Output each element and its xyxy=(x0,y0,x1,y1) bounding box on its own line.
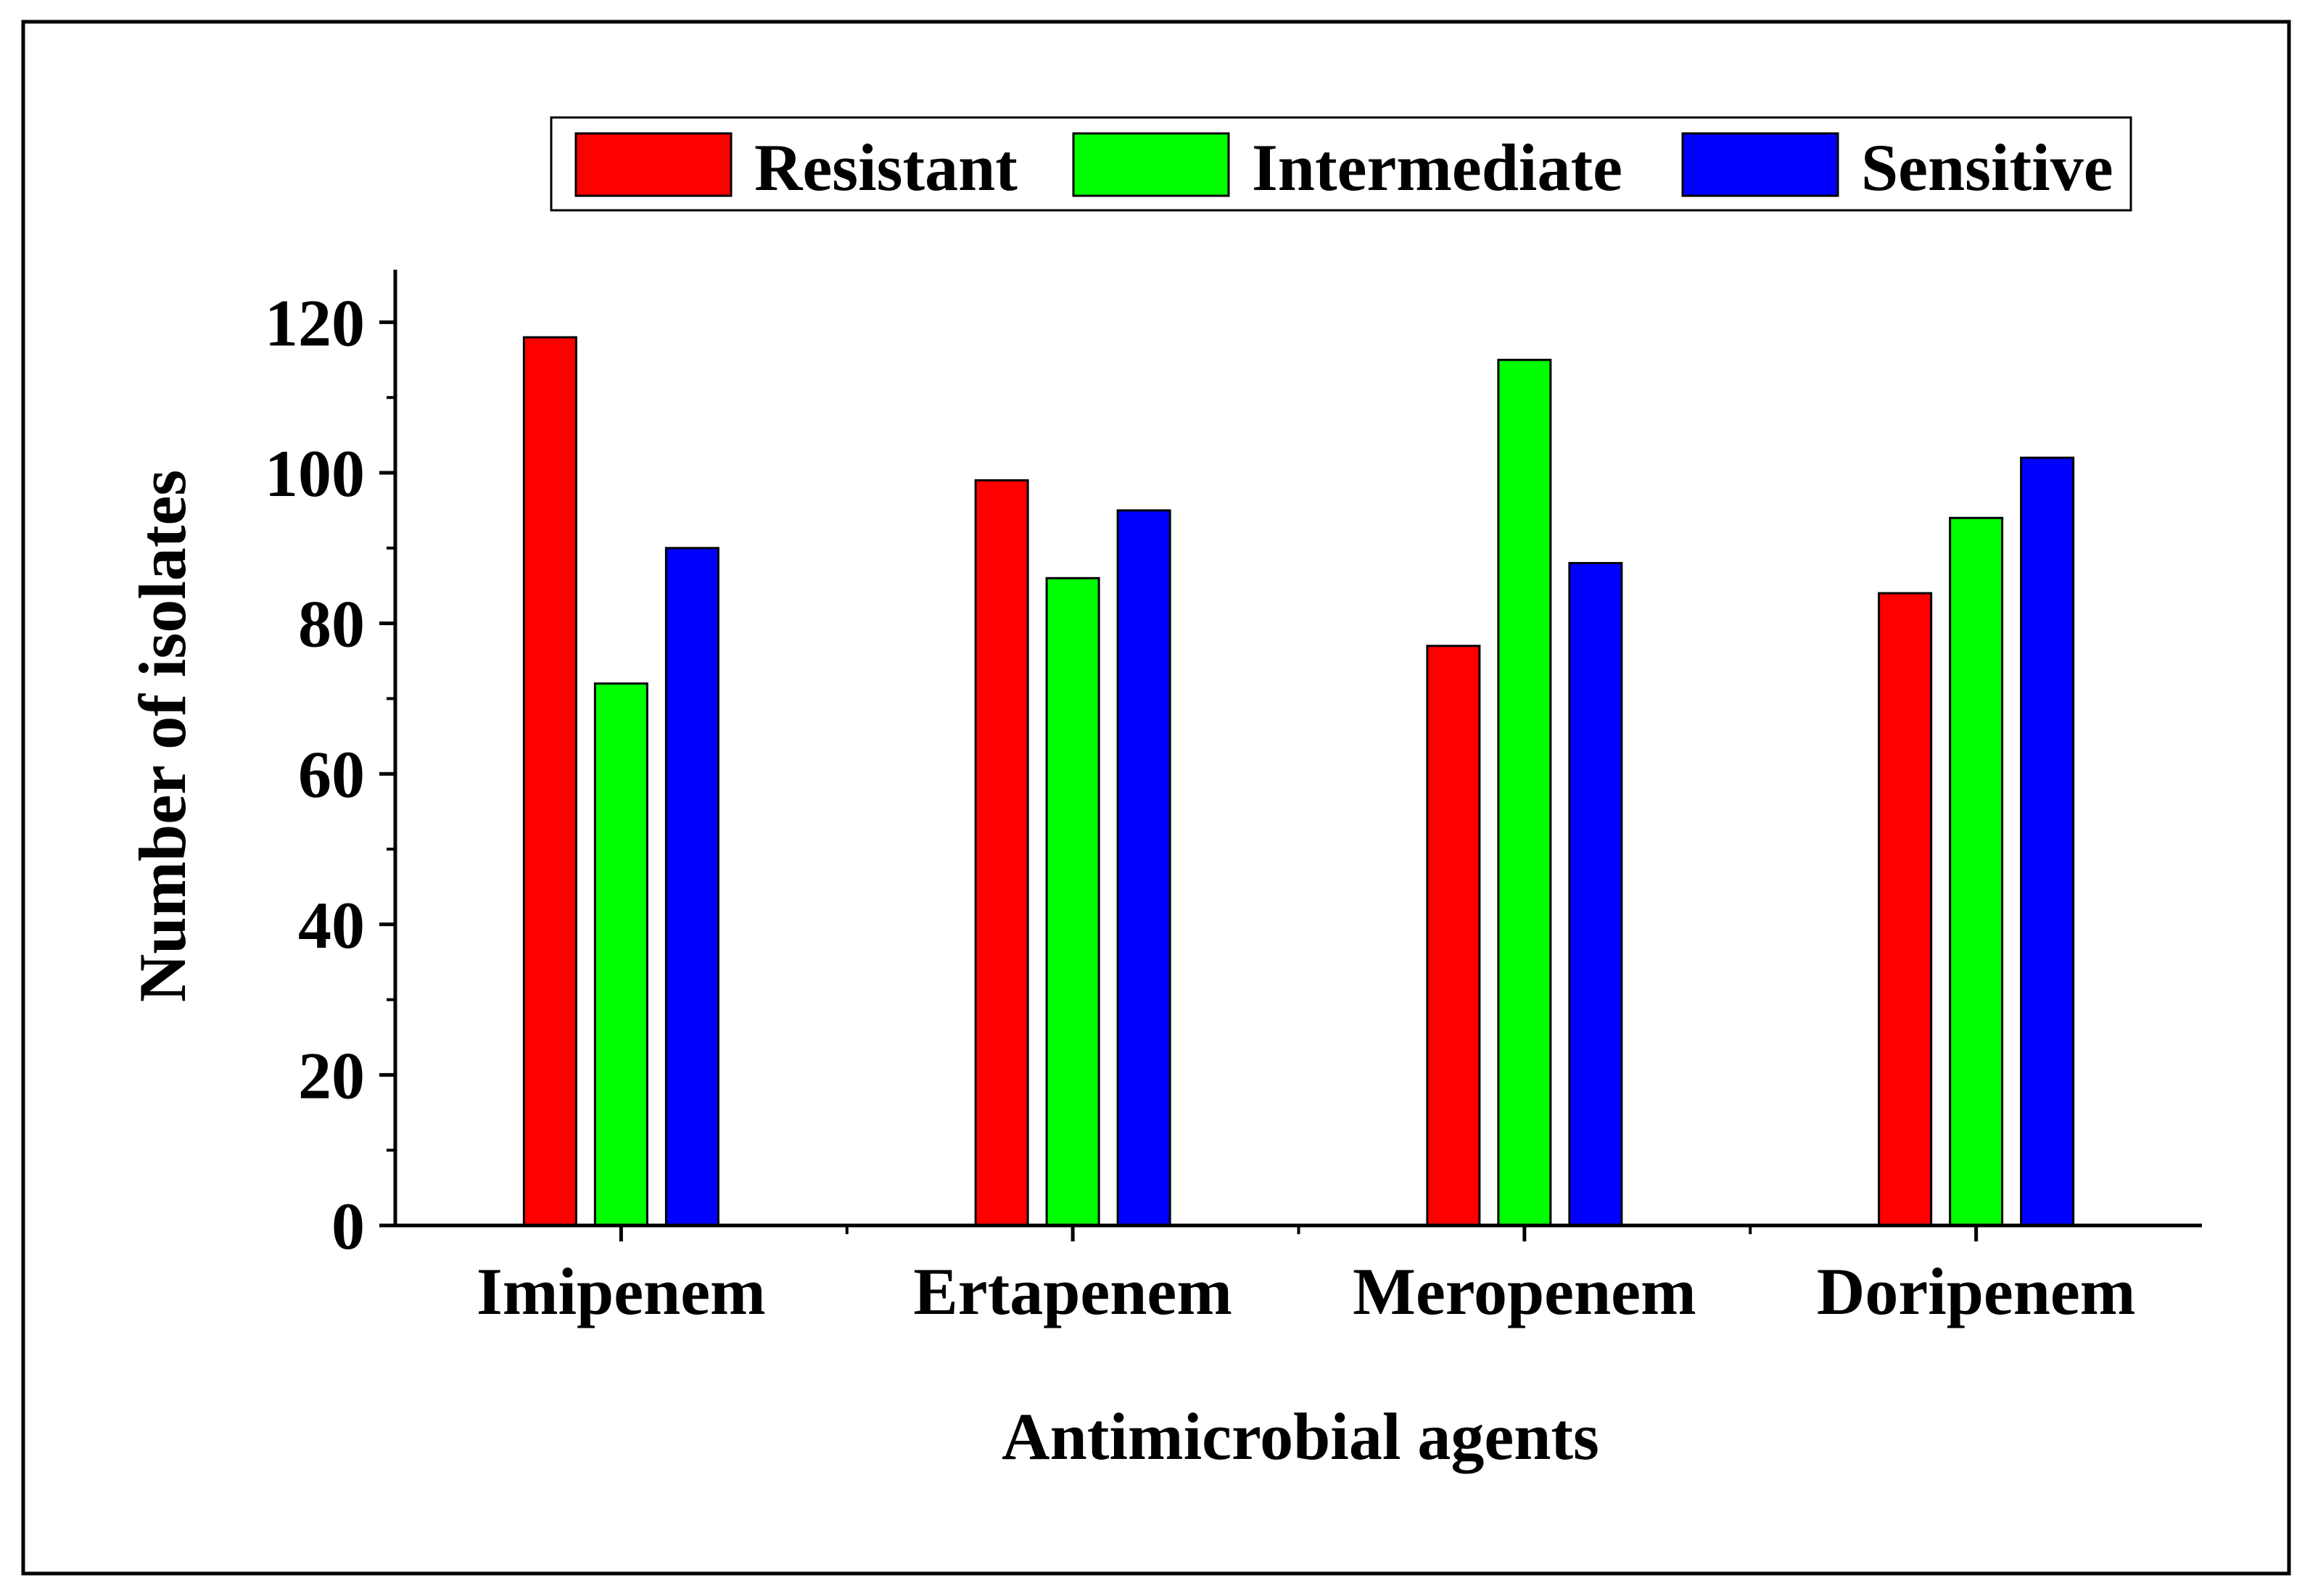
bar-sensitive-doripenem xyxy=(2020,456,2075,1227)
y-tick-label: 120 xyxy=(265,286,365,360)
x-axis-title: Antimicrobial agents xyxy=(1002,1399,1599,1473)
y-axis-ticks: 0 20 40 60 80 100 120 xyxy=(265,286,395,1263)
y-axis-title: Number of isolates xyxy=(125,470,199,1002)
bar-resistant-ertapenem xyxy=(974,479,1029,1227)
bar-sensitive-ertapenem xyxy=(1116,509,1171,1227)
bar-resistant-imipenem xyxy=(522,336,577,1227)
legend-swatch-intermediate xyxy=(1072,132,1230,197)
y-tick-label: 80 xyxy=(298,587,365,661)
x-tick-label: Doripenem xyxy=(1817,1254,2135,1328)
legend: Resistant Intermediate Sensitive xyxy=(550,116,2132,212)
bars xyxy=(522,336,2075,1227)
bar-resistant-meropenem xyxy=(1426,645,1481,1227)
bar-intermediate-meropenem xyxy=(1497,358,1552,1227)
y-tick-label: 0 xyxy=(331,1189,365,1263)
legend-label-sensitive: Sensitive xyxy=(1861,131,2113,204)
bar-sensitive-imipenem xyxy=(664,547,719,1227)
y-tick-label: 40 xyxy=(298,888,365,962)
x-tick-label: Ertapenem xyxy=(913,1254,1232,1328)
legend-swatch-resistant xyxy=(574,132,733,197)
x-tick-label: Meropenem xyxy=(1353,1254,1696,1328)
y-tick-label: 100 xyxy=(265,437,365,510)
bar-sensitive-meropenem xyxy=(1568,562,1623,1227)
x-tick-label: Imipenem xyxy=(477,1254,766,1328)
bar-intermediate-imipenem xyxy=(593,682,648,1227)
bar-resistant-doripenem xyxy=(1878,592,1933,1227)
plot-area: 0 20 40 60 80 100 120 Imipenem Ertapenem Meropen… xyxy=(265,270,2202,1328)
bar-intermediate-doripenem xyxy=(1949,516,2004,1227)
x-axis-ticks: Imipenem Ertapenem Meropenem Doripenem xyxy=(477,1225,2135,1328)
legend-label-resistant: Resistant xyxy=(754,131,1018,204)
y-tick-label: 60 xyxy=(298,737,365,811)
bar-intermediate-ertapenem xyxy=(1045,576,1100,1227)
legend-label-intermediate: Intermediate xyxy=(1252,131,1622,204)
y-tick-label: 20 xyxy=(298,1038,365,1112)
legend-swatch-sensitive xyxy=(1681,132,1839,197)
legend-box xyxy=(550,116,2132,212)
